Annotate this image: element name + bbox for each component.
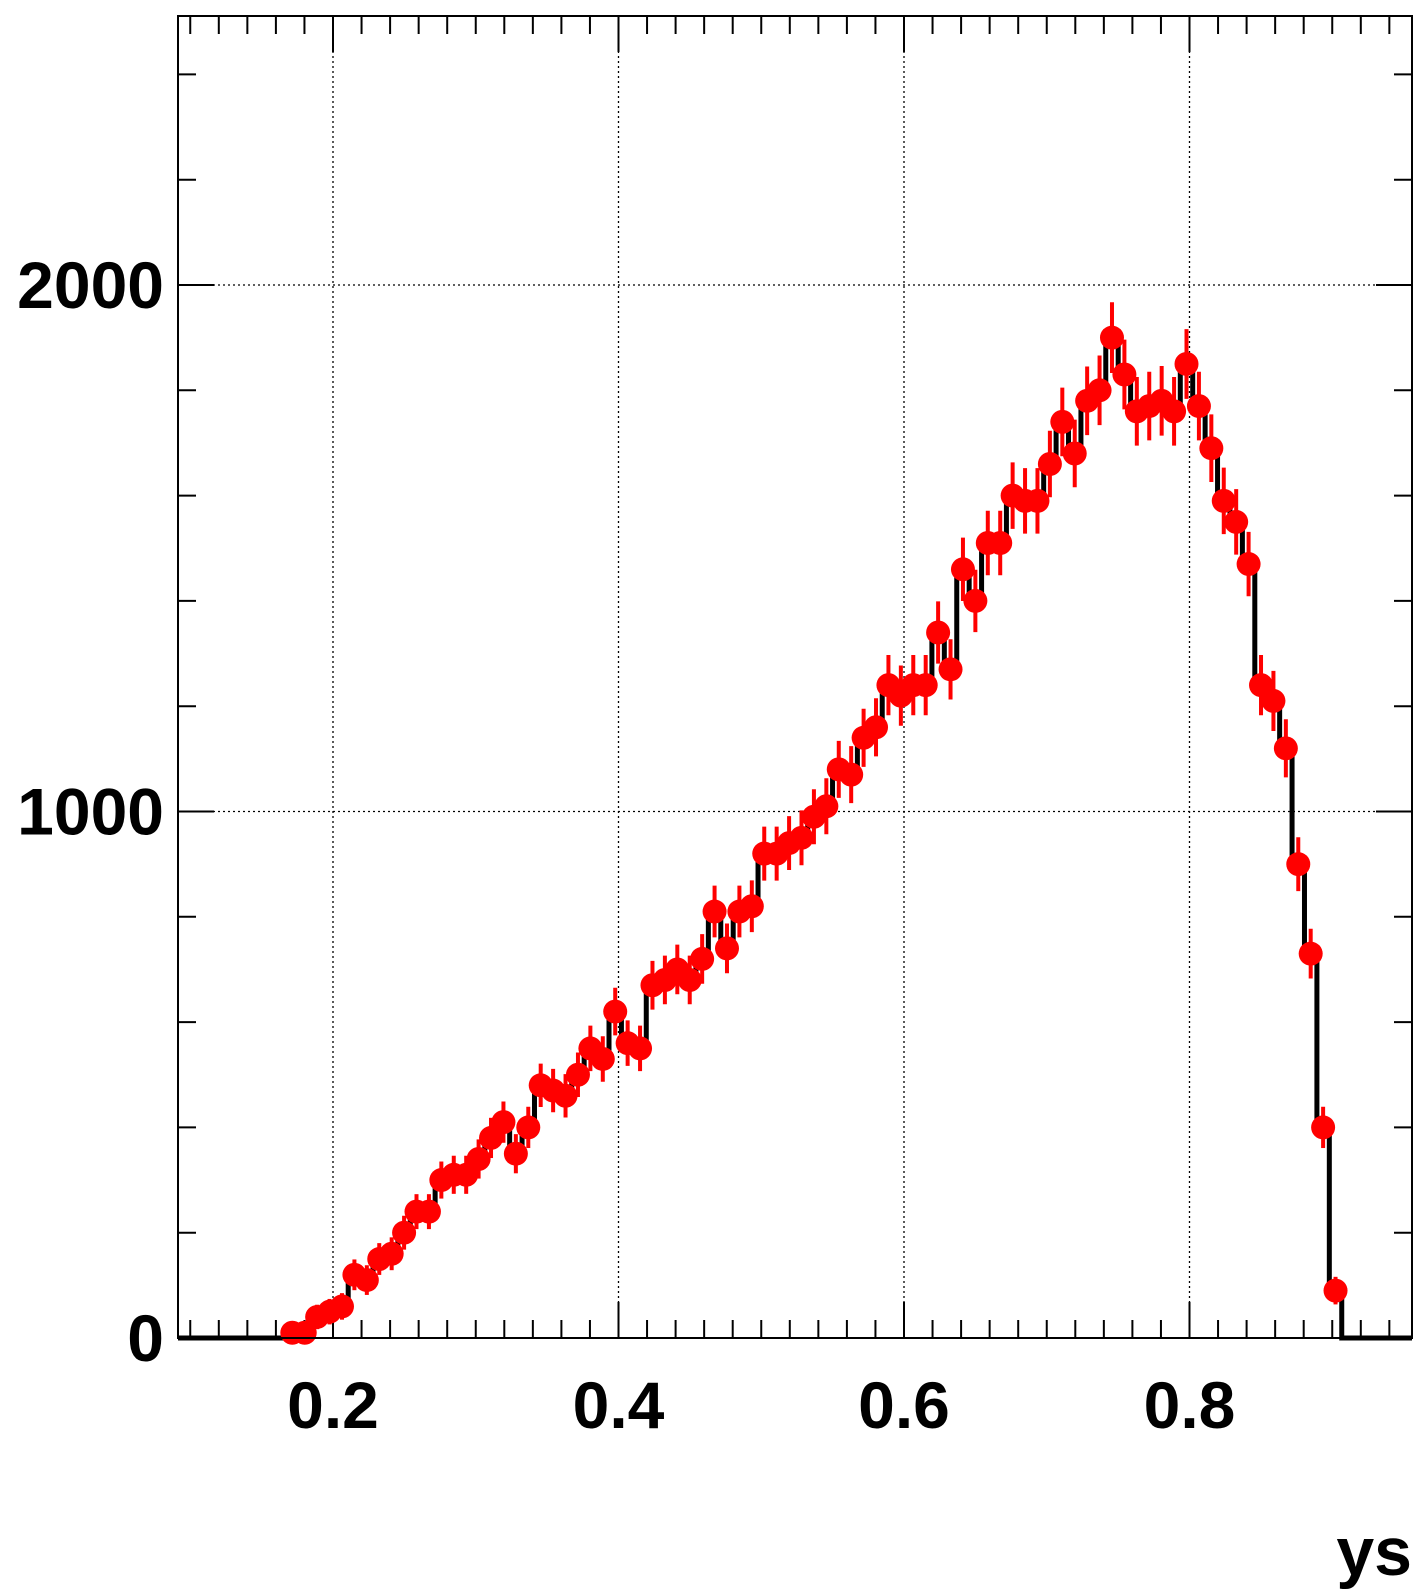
x-tick-label: 0.4 xyxy=(573,1368,665,1442)
data-point xyxy=(590,1046,615,1071)
data-point xyxy=(1224,509,1249,534)
data-point xyxy=(938,657,963,682)
data-point xyxy=(1186,394,1211,419)
data-point xyxy=(565,1062,590,1087)
data-point xyxy=(988,530,1013,555)
data-point xyxy=(839,762,864,787)
data-point xyxy=(491,1110,516,1135)
data-point xyxy=(1261,688,1286,713)
x-tick-label: 0.8 xyxy=(1144,1368,1236,1442)
data-point xyxy=(1311,1115,1336,1140)
data-point xyxy=(1286,852,1311,877)
data-point xyxy=(677,967,702,992)
data-point xyxy=(603,999,628,1024)
data-point xyxy=(1025,488,1050,513)
data-point xyxy=(354,1268,379,1293)
data-point xyxy=(926,620,951,645)
data-point xyxy=(1298,941,1323,966)
x-tick-label: 0.2 xyxy=(287,1368,379,1442)
data-point xyxy=(814,794,839,819)
data-point xyxy=(690,946,715,971)
data-point xyxy=(739,894,764,919)
data-point xyxy=(1037,452,1062,477)
data-point xyxy=(416,1199,441,1224)
data-point xyxy=(864,715,889,740)
data-point xyxy=(1099,325,1124,350)
data-point xyxy=(1162,399,1187,424)
data-point xyxy=(913,673,938,698)
data-point xyxy=(1112,362,1137,387)
data-point xyxy=(1199,436,1224,461)
data-point xyxy=(702,899,727,924)
data-point xyxy=(789,825,814,850)
data-point xyxy=(1087,378,1112,403)
data-point xyxy=(714,936,739,961)
y-tick-label: 0 xyxy=(127,1301,164,1375)
data-point xyxy=(1062,441,1087,466)
data-point xyxy=(1174,351,1199,376)
grid-lines xyxy=(178,16,1412,1338)
data-point xyxy=(1211,488,1236,513)
data-point xyxy=(1050,409,1075,434)
data-point xyxy=(466,1146,491,1171)
data-point xyxy=(950,557,975,582)
data-point xyxy=(503,1141,528,1166)
data-point xyxy=(392,1220,417,1245)
data-markers xyxy=(280,302,1348,1345)
y-tick-label: 2000 xyxy=(17,248,164,322)
data-point xyxy=(379,1241,404,1266)
tick-labels: 0.2 0.4 0.6 0.8 0 1000 2000 xyxy=(17,248,1235,1442)
data-point xyxy=(516,1115,541,1140)
x-tick-label: 0.6 xyxy=(858,1368,950,1442)
data-point xyxy=(1236,552,1261,577)
data-point xyxy=(553,1083,578,1108)
data-point xyxy=(1323,1278,1348,1303)
data-point xyxy=(329,1294,354,1319)
y-tick-label: 1000 xyxy=(17,775,164,849)
x-axis-title: ys xyxy=(1336,1514,1412,1590)
data-point xyxy=(628,1036,653,1061)
axis-ticks xyxy=(178,16,1412,1339)
data-point xyxy=(1273,736,1298,761)
data-point xyxy=(963,588,988,613)
plot-frame xyxy=(177,15,1413,1339)
